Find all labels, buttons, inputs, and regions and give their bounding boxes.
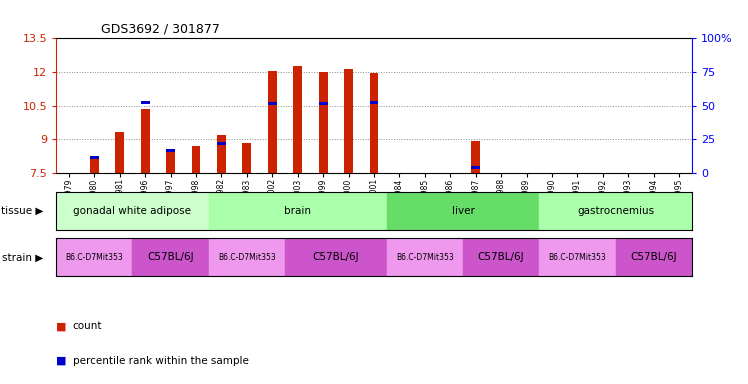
- Bar: [166, 149, 175, 173]
- Text: GDS3692 / 301877: GDS3692 / 301877: [100, 23, 219, 36]
- Bar: [387, 192, 539, 230]
- Bar: [115, 132, 124, 173]
- Bar: [56, 238, 132, 276]
- Bar: [141, 109, 150, 173]
- Bar: [268, 71, 277, 173]
- Bar: [242, 142, 251, 173]
- Text: count: count: [73, 321, 102, 331]
- Bar: [539, 192, 692, 230]
- Bar: [191, 146, 200, 173]
- Text: B6.C-D7Mit353: B6.C-D7Mit353: [548, 253, 607, 262]
- Bar: [90, 156, 99, 173]
- Text: B6.C-D7Mit353: B6.C-D7Mit353: [65, 253, 123, 262]
- Bar: [387, 238, 463, 276]
- Text: ■: ■: [56, 321, 67, 331]
- Bar: [217, 142, 226, 145]
- Text: percentile rank within the sample: percentile rank within the sample: [73, 356, 248, 366]
- Bar: [90, 156, 99, 159]
- Text: gonadal white adipose: gonadal white adipose: [73, 206, 191, 216]
- Text: B6.C-D7Mit353: B6.C-D7Mit353: [396, 253, 454, 262]
- Text: brain: brain: [284, 206, 311, 216]
- Bar: [319, 72, 328, 173]
- Bar: [132, 238, 209, 276]
- Bar: [471, 141, 480, 173]
- Text: ■: ■: [56, 356, 67, 366]
- Bar: [370, 73, 378, 173]
- Bar: [319, 103, 328, 105]
- Text: tissue ▶: tissue ▶: [1, 206, 43, 216]
- Bar: [539, 238, 616, 276]
- Bar: [344, 69, 353, 173]
- Bar: [217, 135, 226, 173]
- Text: liver: liver: [452, 206, 474, 216]
- Bar: [209, 238, 285, 276]
- Bar: [463, 238, 539, 276]
- Bar: [471, 166, 480, 169]
- Bar: [166, 149, 175, 152]
- Bar: [268, 102, 277, 105]
- Text: C57BL/6J: C57BL/6J: [478, 252, 524, 262]
- Bar: [370, 101, 378, 104]
- Bar: [56, 192, 209, 230]
- Bar: [293, 66, 302, 173]
- Text: C57BL/6J: C57BL/6J: [147, 252, 194, 262]
- Bar: [141, 101, 150, 104]
- Text: gastrocnemius: gastrocnemius: [577, 206, 654, 216]
- Bar: [285, 238, 387, 276]
- Bar: [616, 238, 692, 276]
- Text: B6.C-D7Mit353: B6.C-D7Mit353: [218, 253, 276, 262]
- Text: C57BL/6J: C57BL/6J: [631, 252, 677, 262]
- Text: C57BL/6J: C57BL/6J: [313, 252, 359, 262]
- Text: strain ▶: strain ▶: [2, 252, 43, 262]
- Bar: [209, 192, 387, 230]
